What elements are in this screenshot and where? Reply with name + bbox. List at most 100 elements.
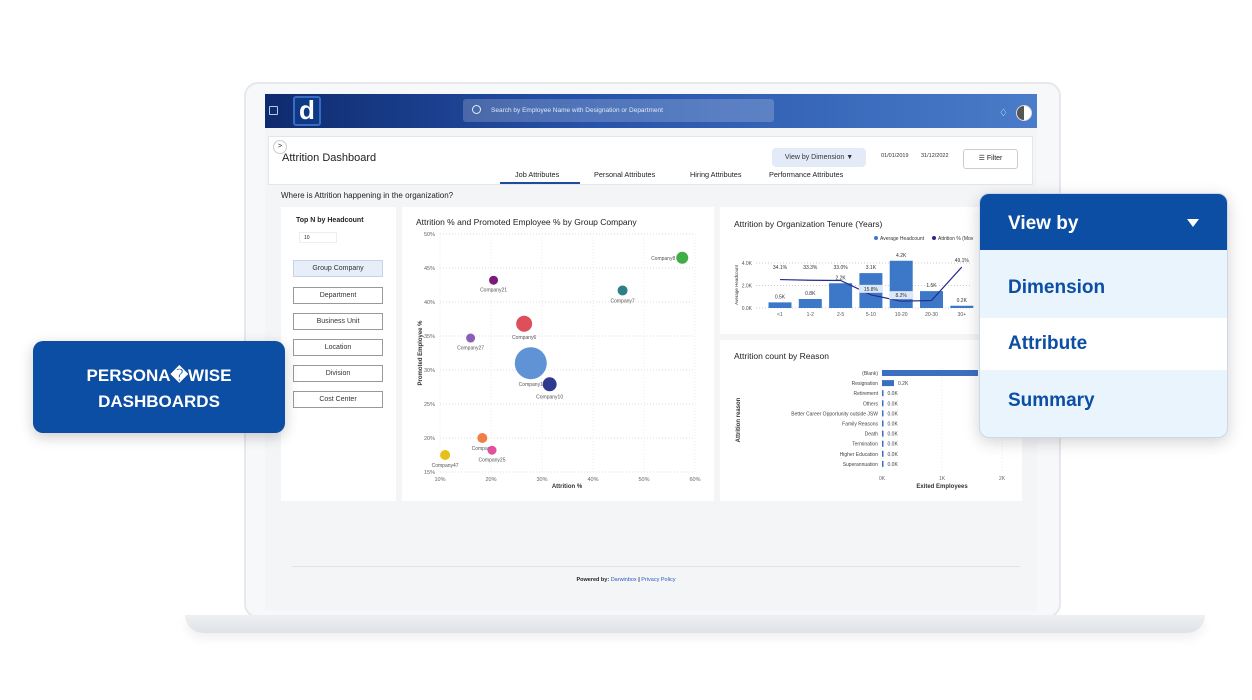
legend-marker-headcount — [874, 236, 878, 240]
bubble-company47 — [440, 450, 451, 460]
bar-label: 0.0K — [888, 391, 899, 397]
bubble-company21 — [489, 275, 499, 285]
bubble-company1 — [514, 347, 547, 380]
tab-personal-attributes[interactable]: Personal Attributes — [594, 170, 656, 179]
scatter-chart: 15% 20% 25% 30% 35% 40% 45% 50% 10% 20% 30% 40% 50% 6… — [418, 232, 701, 490]
view-by-menu-header[interactable]: View by — [980, 194, 1227, 250]
dimension-button-business-unit[interactable]: Business Unit — [293, 313, 383, 330]
dimension-button-location[interactable]: Location — [293, 339, 383, 356]
bar-label: 0.2K — [898, 381, 909, 387]
callout-line-1: PERSONA�WISE — [86, 366, 232, 385]
x-tick-label: 40% — [587, 477, 598, 483]
x-tick-label: 1-2 — [807, 312, 814, 318]
y-tick-label: 40% — [424, 300, 435, 306]
section-question: Where is Attrition happening in the orga… — [281, 191, 454, 200]
tenure-title: Attrition by Organization Tenure (Years) — [734, 219, 883, 229]
category-label: Retirement — [854, 391, 879, 397]
tab-hiring-attributes[interactable]: Hiring Attributes — [690, 170, 742, 179]
y-tick-label: 2.0K — [742, 284, 753, 290]
category-label: Higher Education — [840, 452, 879, 458]
dashboard-header — [268, 136, 1033, 185]
x-tick-label: 30+ — [958, 312, 967, 318]
top-navbar — [265, 94, 1037, 128]
search-input[interactable]: Search by Employee Name with Designation… — [463, 99, 774, 122]
view-by-dropdown[interactable]: View by Dimension ▼ — [772, 148, 866, 167]
privacy-policy-link[interactable]: Privacy Policy — [641, 577, 676, 583]
bubble-label: Company27 — [457, 346, 484, 352]
x-tick-label: 20% — [485, 477, 496, 483]
dimension-button-department[interactable]: Department — [293, 287, 383, 304]
legend-headcount: Average Headcount — [880, 236, 925, 242]
powered-by-label: Powered by: — [576, 577, 610, 583]
line-label: 15.8% — [864, 287, 879, 293]
menu-item-attribute[interactable]: Attribute — [980, 318, 1227, 370]
bubble-label: Company6 — [512, 335, 536, 341]
x-tick-label: 1K — [939, 476, 946, 482]
bubble-company6 — [516, 315, 533, 332]
topn-input[interactable]: 10 — [299, 232, 337, 243]
bubble-company27 — [466, 333, 476, 343]
bar-label: 1.5K — [926, 283, 937, 289]
bar-label: 0.0K — [888, 442, 899, 448]
dimension-button-group-company[interactable]: Group Company — [293, 260, 383, 277]
bubble-label: Company47 — [432, 463, 459, 469]
caret-down-icon — [1187, 219, 1199, 227]
bar-(Blank) — [882, 370, 978, 376]
scatter-panel — [402, 207, 714, 501]
x-tick-label: 20-30 — [925, 312, 938, 318]
bar-label: 0.0K — [888, 452, 899, 458]
y-tick-label: 45% — [424, 266, 435, 272]
footer: Powered by: Darwinbox | Privacy Policy — [0, 577, 1252, 583]
y-tick-label: 25% — [424, 402, 435, 408]
date-to[interactable]: 31/12/2022 — [921, 153, 949, 159]
search-icon — [472, 105, 481, 114]
tab-performance-attributes[interactable]: Performance Attributes — [769, 170, 844, 179]
x-tick-label: 10-20 — [895, 312, 908, 318]
x-tick-label: 2K — [999, 476, 1006, 482]
bar-label: 0.2K — [957, 298, 968, 304]
callout-line-2: DASHBOARDS — [98, 392, 220, 411]
x-tick-label: 0K — [879, 476, 886, 482]
bar-Higher Education — [882, 450, 884, 457]
expand-sidebar-button[interactable]: > — [273, 140, 287, 154]
filter-button[interactable]: ☰ Filter — [963, 149, 1018, 169]
line-label-bg — [858, 284, 883, 293]
y-tick-label: 15% — [424, 470, 435, 476]
topn-label: Top N by Headcount — [296, 217, 364, 224]
y-tick-label: 20% — [424, 436, 435, 442]
avatar[interactable] — [1016, 105, 1032, 121]
x-tick-label: 60% — [689, 477, 700, 483]
bubble-label: Company7 — [610, 298, 634, 304]
line-label: 33.0% — [834, 265, 849, 271]
bar-Death — [882, 430, 884, 437]
bubble-label: Company1 — [519, 382, 543, 388]
date-from[interactable]: 01/01/2019 — [881, 153, 909, 159]
bar-Family Reasons — [882, 420, 884, 427]
active-tab-indicator — [500, 182, 580, 184]
line-label: 49.1% — [955, 258, 970, 264]
line-label: 8.2% — [895, 293, 907, 299]
bar-Termination — [882, 440, 884, 447]
bar-label: 0.0K — [888, 462, 899, 468]
x-axis-label: Attrition % — [552, 484, 583, 490]
darwinbox-link[interactable]: Darwinbox — [610, 577, 637, 583]
bell-icon[interactable]: ♢ — [999, 108, 1008, 119]
menu-item-summary[interactable]: Summary — [1008, 390, 1095, 411]
bar-label: 0.0K — [888, 422, 899, 428]
tab-job-attributes[interactable]: Job Attributes — [515, 170, 560, 179]
dimension-button-division[interactable]: Division — [293, 365, 383, 382]
page-title: Attrition Dashboard — [282, 152, 377, 164]
bar-2-5 — [829, 283, 853, 308]
menu-item-dimension[interactable]: Dimension — [1008, 277, 1106, 298]
y-axis-label: Promoted Employee % — [418, 320, 424, 386]
dimension-button-cost-center[interactable]: Cost Center — [293, 391, 383, 408]
category-label: Family Reasons — [842, 422, 878, 428]
apps-grid-icon[interactable] — [269, 106, 278, 115]
bar-Others — [882, 400, 884, 407]
bar-Resignation — [882, 380, 894, 387]
darwinbox-logo[interactable]: d — [293, 96, 321, 126]
bubble-company10 — [542, 377, 557, 392]
line-label: 34.1% — [773, 265, 788, 271]
view-by-menu-title: View by — [1008, 213, 1079, 234]
